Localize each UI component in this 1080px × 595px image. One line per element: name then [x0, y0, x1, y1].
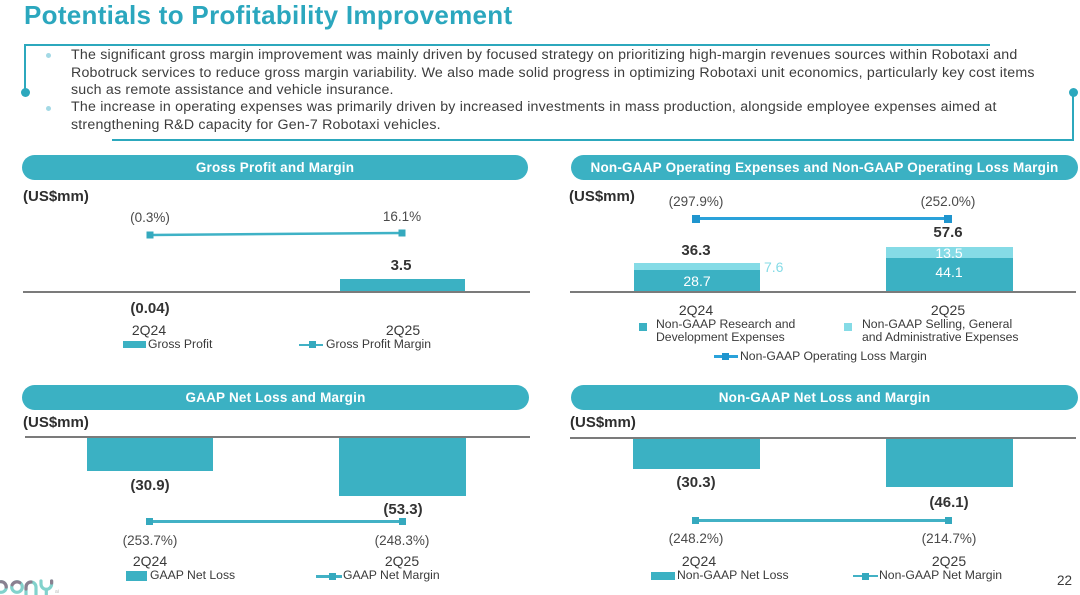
svg-text:ai: ai [55, 589, 59, 595]
